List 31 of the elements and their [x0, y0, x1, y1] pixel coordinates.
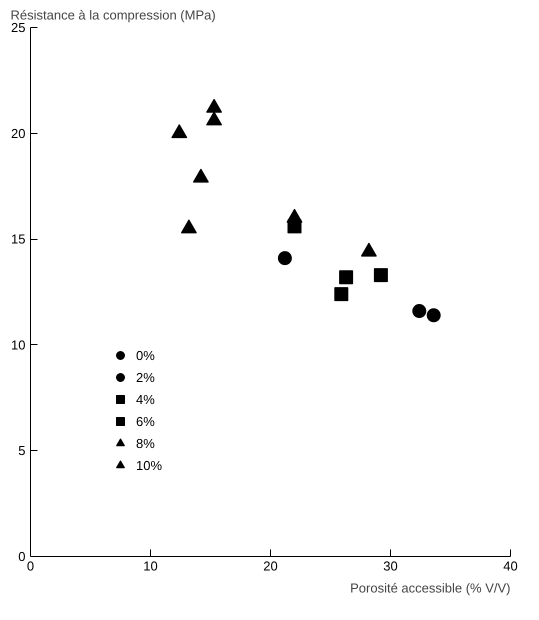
point: [278, 251, 292, 266]
y-tick-label: 10: [11, 337, 26, 352]
x-tick-label: 30: [383, 558, 398, 574]
y-tick-label: 15: [11, 232, 26, 247]
point: [171, 124, 188, 138]
x-tick-label: 40: [503, 558, 518, 574]
y-tick-label: 5: [18, 443, 26, 458]
point: [180, 219, 197, 234]
point: [426, 308, 441, 322]
legend-label: 10%: [136, 456, 162, 474]
legend-label: 2%: [136, 368, 156, 386]
legend-label: 0%: [136, 346, 156, 364]
point: [360, 242, 377, 257]
point: [374, 268, 388, 282]
legend-label: 8%: [136, 434, 156, 452]
point: [192, 168, 209, 183]
y-axis-title: Résistance à la compression (MPa): [10, 8, 216, 22]
point: [286, 208, 302, 223]
point: [334, 287, 348, 302]
point: [206, 111, 222, 126]
x-tick-label: 20: [263, 558, 278, 574]
y-tick-label: 20: [11, 126, 26, 141]
legend-label: 6%: [136, 412, 156, 430]
x-tick-label: 10: [143, 558, 158, 574]
point: [206, 98, 222, 113]
y-tick-label: 25: [11, 20, 26, 35]
x-axis-title: Porosité accessible (% V/V): [350, 580, 511, 596]
legend-label: 4%: [136, 390, 156, 408]
y-tick-label: 0: [18, 549, 26, 564]
point: [412, 304, 426, 318]
point: [339, 270, 354, 284]
